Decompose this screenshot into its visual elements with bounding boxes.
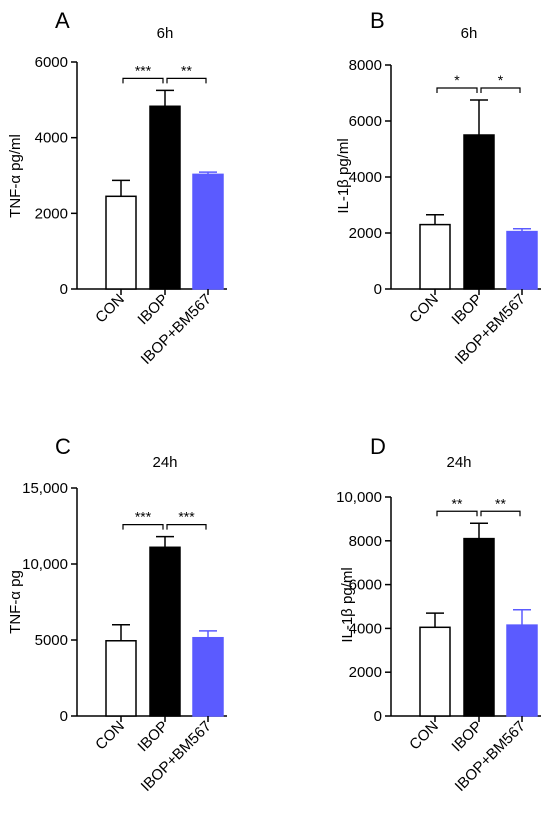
panel-title: 24h — [446, 454, 471, 471]
x-tick-label: CON — [92, 718, 128, 754]
y-tick-label: 4000 — [349, 169, 382, 186]
significance-bracket — [436, 510, 478, 517]
significance-bracket — [122, 524, 164, 530]
significance-bracket — [122, 77, 164, 84]
y-tick-label: 8000 — [349, 533, 382, 550]
bar-ibop — [149, 105, 181, 290]
bar-ibop — [149, 546, 181, 717]
x-tick-label: IBOP — [134, 718, 171, 755]
panel-letter: C — [55, 434, 71, 459]
x-tick-label: IBOP — [448, 291, 485, 328]
y-tick-label: 0 — [60, 281, 68, 298]
bar-ibop-bm567 — [506, 230, 538, 290]
significance-label: * — [498, 72, 504, 88]
panel-letter: A — [55, 8, 70, 33]
significance-label: ** — [452, 495, 463, 511]
bar-ibop-bm567 — [192, 636, 224, 717]
y-tick-label: 0 — [60, 708, 68, 725]
y-tick-label: 6000 — [349, 113, 382, 130]
bar-con — [105, 640, 137, 717]
y-tick-label: 2000 — [349, 225, 382, 242]
significance-bracket — [166, 77, 207, 84]
y-tick-label: 6000 — [349, 577, 382, 594]
y-tick-label: 5000 — [35, 632, 68, 649]
panel-title: 24h — [152, 454, 177, 471]
y-tick-label: 0 — [374, 708, 382, 725]
significance-label: *** — [135, 509, 152, 525]
y-tick-label: 15,000 — [22, 480, 68, 497]
significance-bracket — [166, 524, 207, 530]
y-tick-label: 10,000 — [336, 489, 382, 506]
significance-label: ** — [495, 495, 506, 511]
y-tick-label: 4000 — [349, 620, 382, 637]
y-tick-label: 2000 — [35, 205, 68, 222]
significance-label: *** — [178, 509, 195, 525]
x-tick-label: IBOP — [134, 291, 171, 328]
significance-bracket — [480, 87, 521, 93]
panel-letter: B — [370, 8, 385, 33]
y-tick-label: 8000 — [349, 57, 382, 74]
y-axis-label: IL-1β pg/ml — [335, 138, 352, 213]
panel-title: 6h — [461, 25, 478, 42]
panel-d: D 24h IL-1β pg/ml 0 2000 4000 6000 8000 10,000 CO… — [336, 434, 541, 795]
bar-ibop — [463, 134, 495, 290]
bar-ibop-bm567 — [192, 173, 224, 290]
bar-con — [105, 195, 137, 290]
significance-label: * — [454, 72, 460, 88]
significance-bracket — [480, 510, 521, 517]
y-tick-label: 10,000 — [22, 556, 68, 573]
panel-letter: D — [370, 434, 386, 459]
bar-ibop — [463, 537, 495, 717]
x-tick-label: IBOP — [448, 718, 485, 755]
y-tick-label: 2000 — [349, 664, 382, 681]
y-axis-label: IL-1β pg/ml — [339, 567, 356, 642]
y-axis-label: TNF-α pg/ml — [7, 134, 24, 218]
x-tick-label: CON — [406, 718, 442, 754]
panel-title: 6h — [157, 25, 174, 42]
significance-label: *** — [135, 62, 152, 78]
significance-bracket — [436, 87, 478, 93]
bar-ibop-bm567 — [506, 624, 538, 717]
significance-label: ** — [181, 62, 192, 78]
bar-con — [419, 223, 451, 290]
x-tick-label: CON — [92, 291, 128, 327]
y-tick-label: 0 — [374, 281, 382, 298]
x-tick-label: CON — [406, 291, 442, 327]
bar-con — [419, 626, 451, 717]
y-axis-label: TNF-α pg — [7, 570, 24, 634]
y-tick-label: 6000 — [35, 54, 68, 71]
y-tick-label: 4000 — [35, 130, 68, 147]
